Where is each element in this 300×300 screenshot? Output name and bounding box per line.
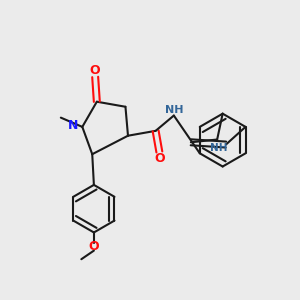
Text: NH: NH bbox=[165, 105, 183, 115]
Text: O: O bbox=[154, 152, 165, 165]
Text: N: N bbox=[68, 119, 78, 132]
Text: O: O bbox=[88, 239, 99, 253]
Text: O: O bbox=[90, 64, 101, 77]
Text: NH: NH bbox=[210, 143, 227, 153]
